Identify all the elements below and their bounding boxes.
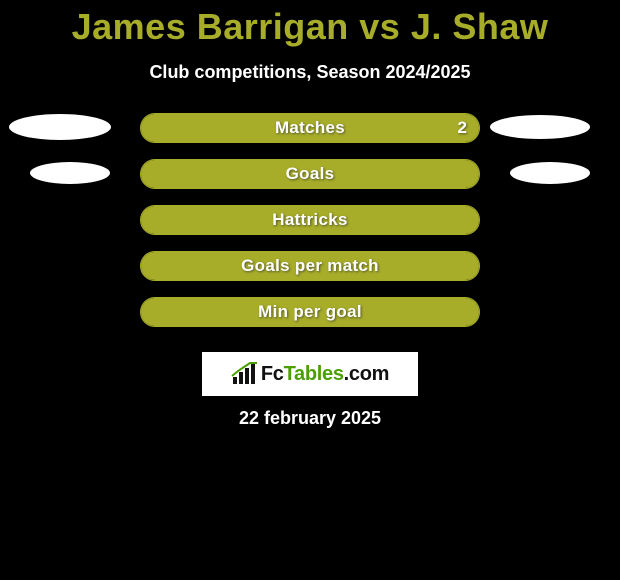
stat-row: Hattricks: [0, 205, 620, 251]
bar-chart-icon: [231, 362, 259, 386]
stats-rows: Matches2 Goals Hattricks Goals per match Min…: [0, 113, 620, 343]
stat-pill: Hattricks: [140, 205, 480, 235]
stat-label: Min per goal: [141, 298, 479, 326]
stat-label: Goals: [141, 160, 479, 188]
right-value-ellipse: [490, 115, 590, 139]
stat-label: Hattricks: [141, 206, 479, 234]
stat-row: Matches2: [0, 113, 620, 159]
stat-label: Matches: [141, 114, 479, 142]
stat-row: Min per goal: [0, 297, 620, 343]
stat-pill: Goals per match: [140, 251, 480, 281]
comparison-subtitle: Club competitions, Season 2024/2025: [0, 62, 620, 83]
stat-right-value: 2: [458, 114, 467, 142]
stat-label: Goals per match: [141, 252, 479, 280]
right-value-ellipse: [510, 162, 590, 184]
stat-pill: Goals: [140, 159, 480, 189]
logo-text: FcTables.com: [261, 363, 389, 386]
stat-pill: Min per goal: [140, 297, 480, 327]
left-value-ellipse: [30, 162, 110, 184]
stat-row: Goals: [0, 159, 620, 205]
logo-green: Tables: [284, 363, 344, 385]
comparison-title: James Barrigan vs J. Shaw: [0, 0, 620, 48]
stat-row: Goals per match: [0, 251, 620, 297]
snapshot-date: 22 february 2025: [0, 408, 620, 429]
stat-pill: Matches2: [140, 113, 480, 143]
fctables-logo: FcTables.com: [202, 352, 418, 396]
left-value-ellipse: [9, 114, 111, 140]
logo-suffix: .com: [344, 363, 389, 385]
logo-prefix: Fc: [261, 363, 284, 385]
